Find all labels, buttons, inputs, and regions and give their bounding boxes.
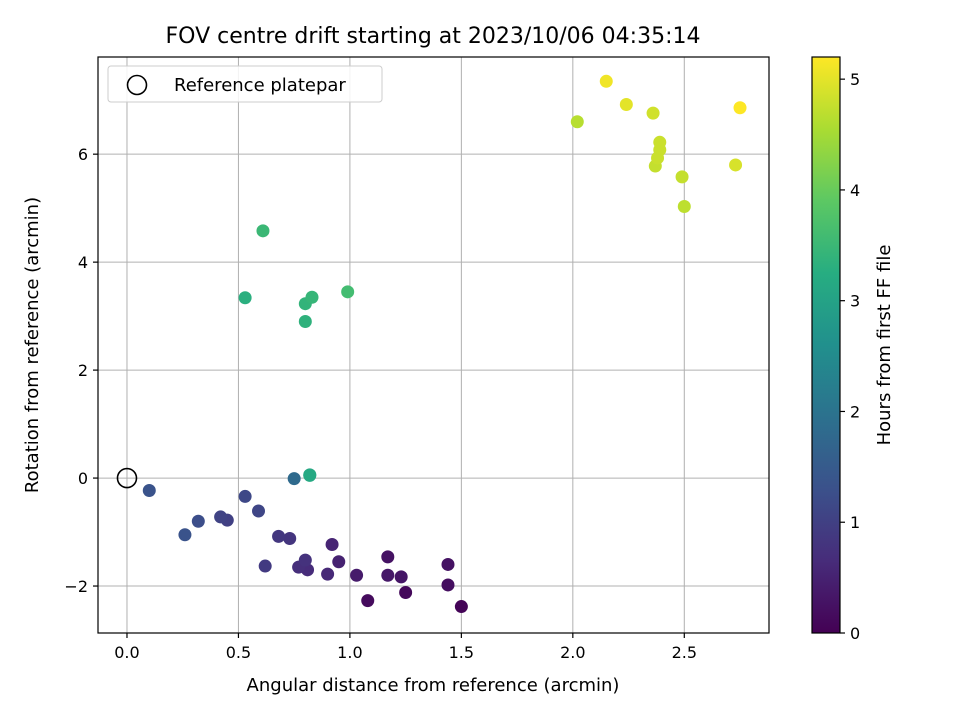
y-tick-label: 2	[78, 361, 88, 380]
data-point	[191, 514, 205, 528]
data-point	[441, 557, 455, 571]
colorbar-tick-label: 4	[850, 181, 860, 200]
colorbar	[811, 56, 841, 634]
data-point	[252, 504, 266, 518]
colorbar-tick-label: 0	[850, 624, 860, 643]
legend-entry: Reference platepar	[174, 75, 346, 96]
data-points	[142, 74, 747, 614]
data-point	[214, 510, 228, 524]
data-point	[305, 290, 319, 304]
colorbar-ticks: 0 1 2 3 4 5	[840, 70, 860, 643]
data-point	[272, 529, 286, 543]
axis-ticks: 0.0 0.5 1.0 1.5 2.0 2.5 −2 0 2 4 6	[64, 145, 697, 662]
chart-title: FOV centre drift starting at 2023/10/06 …	[166, 24, 701, 49]
legend-marker	[126, 74, 148, 96]
data-point	[619, 98, 633, 112]
x-tick-label: 1.5	[449, 643, 474, 662]
x-tick-label: 0.5	[226, 643, 251, 662]
data-point	[256, 224, 270, 238]
data-point	[394, 570, 408, 584]
data-point	[325, 537, 339, 551]
plot-frame	[97, 56, 770, 634]
grid	[98, 57, 769, 633]
colorbar-tick-label: 3	[850, 292, 860, 311]
colorbar-tick-label: 5	[850, 70, 860, 89]
data-point	[381, 550, 395, 564]
x-tick-label: 2.0	[560, 643, 585, 662]
data-point	[238, 489, 252, 503]
data-point	[332, 555, 346, 569]
data-point	[298, 553, 312, 567]
data-point	[399, 586, 413, 600]
data-point	[298, 315, 312, 329]
y-tick-label: 4	[78, 253, 88, 272]
data-point	[178, 528, 192, 542]
data-point	[675, 170, 689, 184]
data-point	[287, 472, 301, 486]
data-point	[570, 115, 584, 129]
legend-box	[107, 65, 383, 103]
data-point	[361, 594, 375, 608]
reference-platepar-marker	[116, 467, 138, 489]
x-tick-label: 0.0	[114, 643, 139, 662]
y-tick-label: 0	[78, 469, 88, 488]
data-point	[321, 567, 335, 581]
data-point	[677, 200, 691, 214]
x-tick-label: 2.5	[672, 643, 697, 662]
legend: Reference platepar	[107, 65, 383, 103]
data-point	[454, 600, 468, 614]
data-point	[238, 291, 252, 305]
data-point	[653, 135, 667, 149]
data-point	[142, 483, 156, 497]
data-point	[381, 568, 395, 582]
y-tick-label: 6	[78, 145, 88, 164]
x-tick-label: 1.0	[337, 643, 362, 662]
y-axis-label: Rotation from reference (arcmin)	[22, 197, 43, 493]
data-point	[350, 568, 364, 582]
data-point	[341, 285, 355, 299]
colorbar-tick-label: 1	[850, 513, 860, 532]
data-point	[599, 74, 613, 88]
data-point	[283, 532, 297, 546]
data-point	[733, 101, 747, 115]
colorbar-label: Hours from first FF file	[874, 245, 895, 446]
data-point	[258, 559, 272, 573]
data-point	[441, 578, 455, 592]
colorbar-tick-label: 2	[850, 402, 860, 421]
data-point	[729, 158, 743, 172]
data-point	[646, 106, 660, 120]
y-tick-label: −2	[64, 577, 88, 596]
x-axis-label: Angular distance from reference (arcmin)	[247, 675, 620, 696]
data-point	[303, 468, 317, 482]
